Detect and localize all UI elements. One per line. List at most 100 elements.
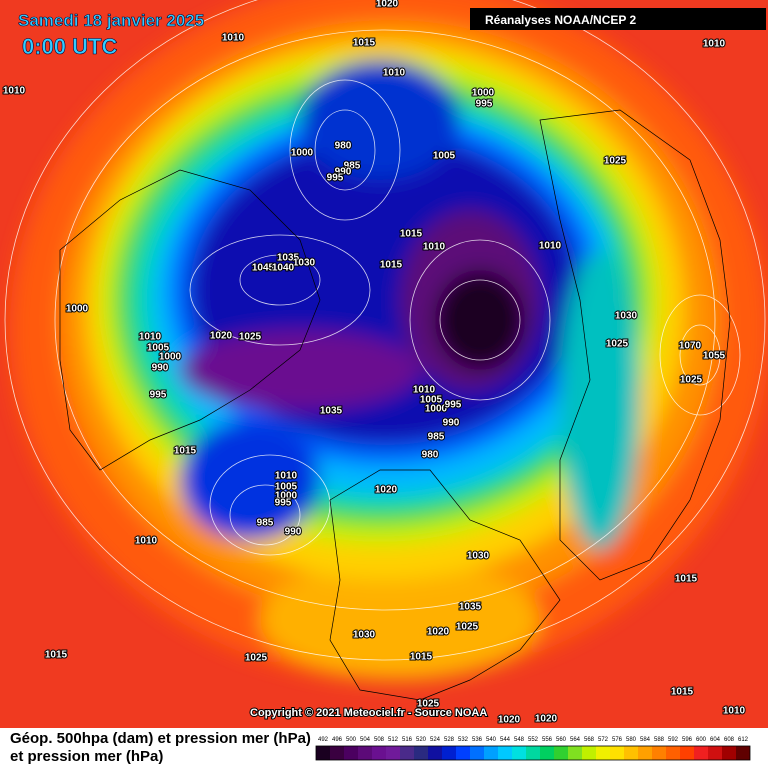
colorbar-swatch [624,746,638,760]
colorbar-label: 528 [444,737,455,743]
colorbar-label: 512 [388,737,399,743]
isobar-label: 1025 [604,156,627,167]
colorbar-swatch [330,746,344,760]
colorbar-swatch [596,746,610,760]
isobar-label: 1035 [277,253,300,264]
colorbar-label: 520 [416,737,427,743]
colorbar-swatch [400,746,414,760]
isobar-label: 1010 [423,242,446,253]
isobar-label: 1005 [147,343,170,354]
colorbar-swatch [680,746,694,760]
colorbar-swatch [428,746,442,760]
colorbar-label: 604 [710,737,721,743]
isobar-label: 1010 [723,706,746,717]
colorbar-swatch [442,746,456,760]
colorbar-swatch [554,746,568,760]
isobar-label: 1025 [245,653,268,664]
isobar-label: 1000 [291,148,314,159]
isobar-label: 1015 [410,652,433,663]
isobar-label: 1000 [159,352,182,363]
colorbar-frame [315,745,751,761]
date-title: Samedi 18 janvier 2025 [18,11,204,30]
isobar-label: 1020 [210,331,233,342]
colorbar-label: 584 [640,737,651,743]
coastlines [59,109,731,701]
isobar-label: 1005 [433,151,456,162]
isobar-label: 1010 [413,385,436,396]
isobar-label: 1010 [3,86,26,97]
colorbar: 492 496 500 504 508 512 516 520 524 528 532 536 540 5… [315,737,751,761]
colorbar-label: 600 [696,737,707,743]
colorbar-swatch [736,746,750,760]
colorbar-swatch [372,746,386,760]
isobar-label: 1055 [703,351,726,362]
colorbar-label: 592 [668,737,679,743]
copyright: Copyright © 2021 Meteociel.fr - Source N… [250,707,487,719]
isobar-label: 1025 [239,332,262,343]
isobar-label: 1015 [380,260,403,271]
colorbar-swatch [652,746,666,760]
isobar-label: 1000 [472,88,495,99]
isobar-label: 985 [428,432,445,443]
colorbar-swatch [498,746,512,760]
isobar-label: 995 [445,400,462,411]
isobar-label: 1005 [275,482,298,493]
isobar-label: 1005 [420,395,443,406]
isobar-label: 1015 [671,687,694,698]
isobar-label: 990 [335,167,352,178]
colorbar-label: 548 [514,737,525,743]
isobar-label: 1025 [680,375,703,386]
geopotential-field [0,0,768,728]
colorbar-swatch [386,746,400,760]
colorbar-swatch [568,746,582,760]
isobar-label: 985 [257,518,274,529]
colorbar-label: 540 [486,737,497,743]
isobar-label: 1020 [427,627,450,638]
isobar-label: 1015 [353,38,376,49]
isobar-label: 1025 [606,339,629,350]
isobar-label: 1010 [222,33,245,44]
colorbar-label: 588 [654,737,665,743]
isobar-label: 1015 [675,574,698,585]
colorbar-swatch [456,746,470,760]
isobar-label: 995 [150,390,167,401]
colorbar-swatch [316,746,330,760]
colorbar-label: 568 [584,737,595,743]
isobar-label: 1040 [272,263,295,274]
isobar-label: 980 [422,450,439,461]
isobar-label: 990 [152,363,169,374]
colorbar-label: 612 [738,737,749,743]
colorbar-label: 500 [346,737,357,743]
isobar-label: 1035 [320,406,343,417]
colorbar-label: 492 [318,737,329,743]
colorbar-label: 544 [500,737,511,743]
isobar-label: 1010 [139,332,162,343]
colorbar-swatch [694,746,708,760]
colorbar-label: 608 [724,737,735,743]
isobar-label: 995 [476,99,493,110]
isobar-label: 1025 [456,622,479,633]
colorbar-label: 536 [472,737,483,743]
isobar-label: 1015 [400,229,423,240]
isobar-label: 1030 [353,630,376,641]
isobar-label: 985 [344,161,361,172]
colorbar-swatch [708,746,722,760]
isobar-label: 1025 [417,699,440,710]
colorbar-swatch [638,746,652,760]
isobar-label: 1010 [135,536,158,547]
isobar-label: 995 [327,173,344,184]
colorbar-label: 524 [430,737,441,743]
legend-title: et pression mer (hPa) [10,748,163,765]
colorbar-label: 516 [402,737,413,743]
colorbar-label: 560 [556,737,567,743]
isobar-label: 1010 [703,39,726,50]
colorbar-label: 508 [374,737,385,743]
isobar-label: 1020 [535,714,558,725]
colorbar-label: 596 [682,737,693,743]
isobar-label: 1030 [467,551,490,562]
isobar-label: 1070 [679,341,702,352]
isobar-label: 1010 [275,471,298,482]
